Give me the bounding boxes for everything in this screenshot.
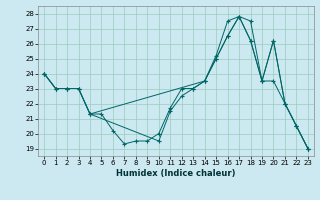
X-axis label: Humidex (Indice chaleur): Humidex (Indice chaleur) — [116, 169, 236, 178]
